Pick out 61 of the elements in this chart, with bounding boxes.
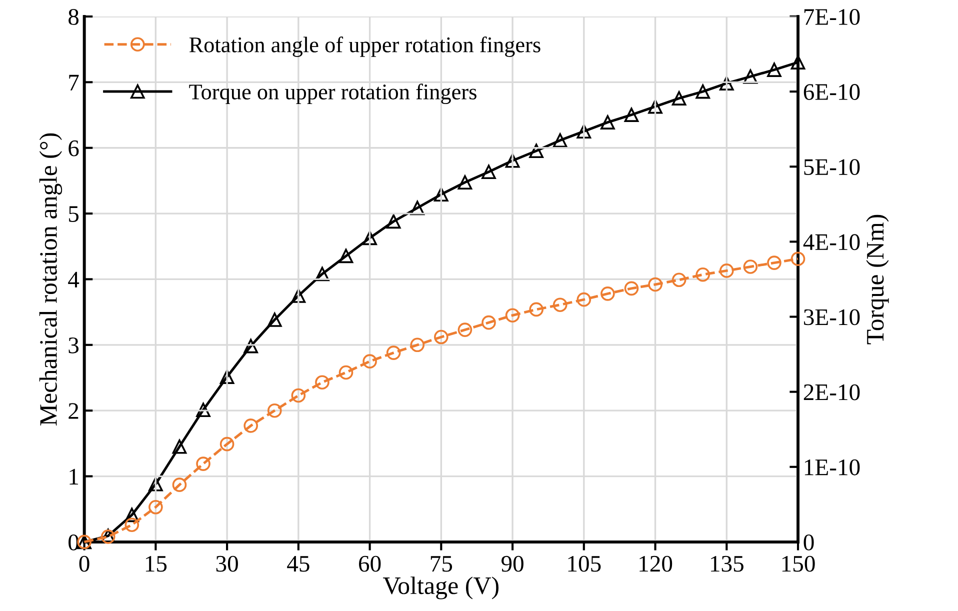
point bbox=[552, 298, 568, 312]
point bbox=[386, 346, 401, 360]
y-tick-label: 4 bbox=[68, 272, 80, 288]
point bbox=[672, 272, 686, 288]
point bbox=[315, 375, 330, 390]
point bbox=[767, 256, 782, 270]
point bbox=[291, 388, 306, 403]
x-tick-label: 60 bbox=[358, 556, 381, 572]
point bbox=[338, 365, 354, 380]
point bbox=[600, 286, 615, 301]
y2-tick-label: 7E-10 bbox=[804, 8, 860, 25]
y-axis-title: Mechanical rotation angle (°) bbox=[39, 133, 62, 426]
x-tick-label: 30 bbox=[216, 556, 238, 572]
x-tick-label: 135 bbox=[711, 556, 744, 572]
point bbox=[719, 264, 734, 278]
point bbox=[244, 418, 258, 433]
y2-tick-label: 3E-10 bbox=[804, 309, 860, 326]
point bbox=[529, 302, 544, 317]
x-tick-label: 75 bbox=[430, 556, 452, 572]
point bbox=[172, 478, 187, 492]
legend-label: Torque on upper rotation fingers bbox=[189, 84, 476, 104]
point bbox=[362, 354, 377, 368]
y-tick-label: 1 bbox=[70, 468, 78, 484]
y-tick-label: 5 bbox=[69, 206, 79, 222]
point bbox=[790, 252, 806, 266]
y2-tick-label: 6E-10 bbox=[804, 84, 860, 100]
point bbox=[482, 315, 496, 330]
x-tick-label: 105 bbox=[568, 556, 601, 572]
y2-tick-label: 0 bbox=[804, 534, 814, 550]
x-tick-label: 0 bbox=[79, 556, 90, 572]
point bbox=[743, 260, 758, 274]
x-tick-label: 150 bbox=[782, 556, 815, 572]
y2-tick-label: 1E-10 bbox=[804, 459, 860, 476]
point bbox=[124, 518, 140, 532]
y2-tick-label: 4E-10 bbox=[803, 234, 860, 250]
point bbox=[148, 500, 163, 514]
y2-axis-title: Torque (Nm) bbox=[866, 214, 889, 344]
point bbox=[624, 281, 639, 296]
point bbox=[410, 338, 425, 352]
y-tick-label: 7 bbox=[69, 74, 79, 90]
point bbox=[196, 456, 210, 471]
x-tick-label: 120 bbox=[640, 556, 672, 572]
y-tick-label: 3 bbox=[68, 337, 79, 354]
point bbox=[267, 403, 282, 418]
x-tick-label: 15 bbox=[146, 556, 167, 572]
point bbox=[576, 292, 592, 307]
x-axis-title: Voltage (V) bbox=[383, 576, 498, 600]
point bbox=[458, 322, 472, 337]
point bbox=[434, 330, 448, 344]
y-tick-label: 8 bbox=[68, 8, 79, 25]
point bbox=[696, 267, 710, 282]
y-tick-label: 2 bbox=[68, 403, 78, 419]
x-tick-label: 90 bbox=[501, 556, 524, 572]
point bbox=[648, 277, 662, 292]
point bbox=[220, 436, 234, 452]
y2-tick-label: 5E-10 bbox=[804, 159, 860, 176]
y-tick-label: 6 bbox=[68, 140, 79, 156]
point bbox=[505, 308, 520, 323]
x-tick-label: 45 bbox=[287, 556, 310, 572]
y2-tick-label: 2E-10 bbox=[804, 384, 860, 400]
legend-label: Rotation angle of upper rotation fingers bbox=[189, 36, 540, 57]
